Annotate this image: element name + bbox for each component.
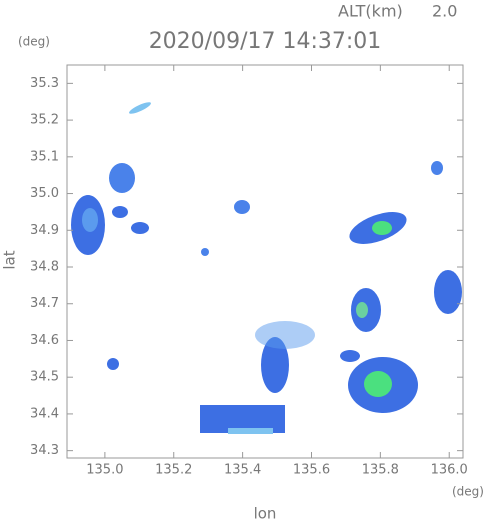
- y-unit: (deg): [18, 35, 50, 49]
- x-unit: (deg): [452, 485, 484, 499]
- y-tick-label: 34.3: [30, 443, 59, 458]
- chart-title: 2020/09/17 14:37:01: [149, 29, 382, 54]
- y-tick-label: 34.7: [30, 296, 59, 311]
- y-tick-label: 34.4: [30, 406, 59, 421]
- plot-frame: [66, 64, 464, 459]
- x-tick-label: 135.6: [293, 463, 330, 478]
- y-tick-label: 35.3: [30, 76, 59, 91]
- altitude-label: ALT(km): [338, 2, 403, 21]
- x-tick-label: 135.8: [362, 463, 399, 478]
- y-tick-label: 34.6: [30, 333, 59, 348]
- y-tick-label: 34.5: [30, 370, 59, 385]
- altitude-value: 2.0: [432, 2, 457, 21]
- y-axis-label: lat: [1, 250, 19, 269]
- radar-echoes: [71, 102, 462, 434]
- y-tick-label: 34.8: [30, 260, 59, 275]
- x-axis-label: lon: [254, 505, 277, 521]
- x-tick-label: 135.4: [224, 463, 261, 478]
- x-tick-label: 135.0: [86, 463, 123, 478]
- y-tick-label: 35.2: [30, 113, 59, 128]
- y-tick-label: 35.0: [30, 186, 59, 201]
- x-tick-label: 136.0: [431, 463, 468, 478]
- y-tick-label: 35.1: [30, 149, 59, 164]
- y-tick-label: 34.9: [30, 223, 59, 238]
- x-tick-label: 135.2: [155, 463, 192, 478]
